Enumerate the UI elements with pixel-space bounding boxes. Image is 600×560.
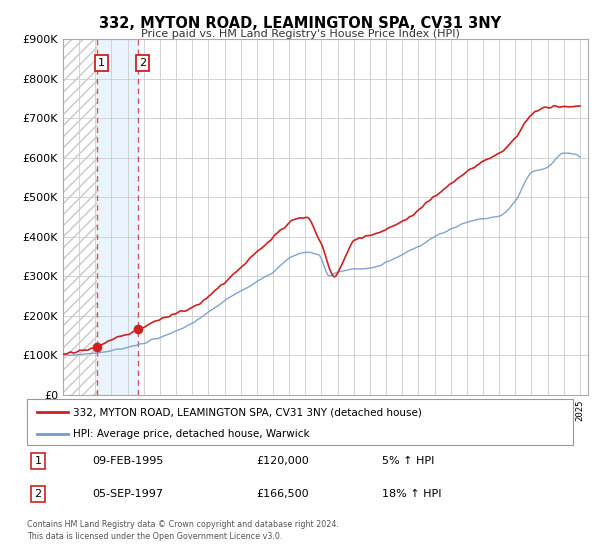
Bar [97,39,139,395]
Text: 332, MYTON ROAD, LEAMINGTON SPA, CV31 3NY: 332, MYTON ROAD, LEAMINGTON SPA, CV31 3N… [99,16,501,31]
Bar [63,39,97,395]
Text: 332, MYTON ROAD, LEAMINGTON SPA, CV31 3NY (detached house): 332, MYTON ROAD, LEAMINGTON SPA, CV31 3N… [73,407,422,417]
Text: 2: 2 [34,489,41,499]
Text: £166,500: £166,500 [256,489,309,499]
Text: 05-SEP-1997: 05-SEP-1997 [92,489,164,499]
Text: 1: 1 [98,58,105,68]
Text: 5% ↑ HPI: 5% ↑ HPI [382,456,434,466]
Bar [63,39,97,395]
Text: HPI: Average price, detached house, Warwick: HPI: Average price, detached house, Warw… [73,429,310,439]
Text: £120,000: £120,000 [256,456,309,466]
Text: 1: 1 [34,456,41,466]
Text: Price paid vs. HM Land Registry's House Price Index (HPI): Price paid vs. HM Land Registry's House … [140,29,460,39]
Text: 18% ↑ HPI: 18% ↑ HPI [382,489,442,499]
Text: 09-FEB-1995: 09-FEB-1995 [92,456,164,466]
Text: This data is licensed under the Open Government Licence v3.0.: This data is licensed under the Open Gov… [27,532,283,541]
Text: 2: 2 [139,58,146,68]
Text: Contains HM Land Registry data © Crown copyright and database right 2024.: Contains HM Land Registry data © Crown c… [27,520,339,529]
